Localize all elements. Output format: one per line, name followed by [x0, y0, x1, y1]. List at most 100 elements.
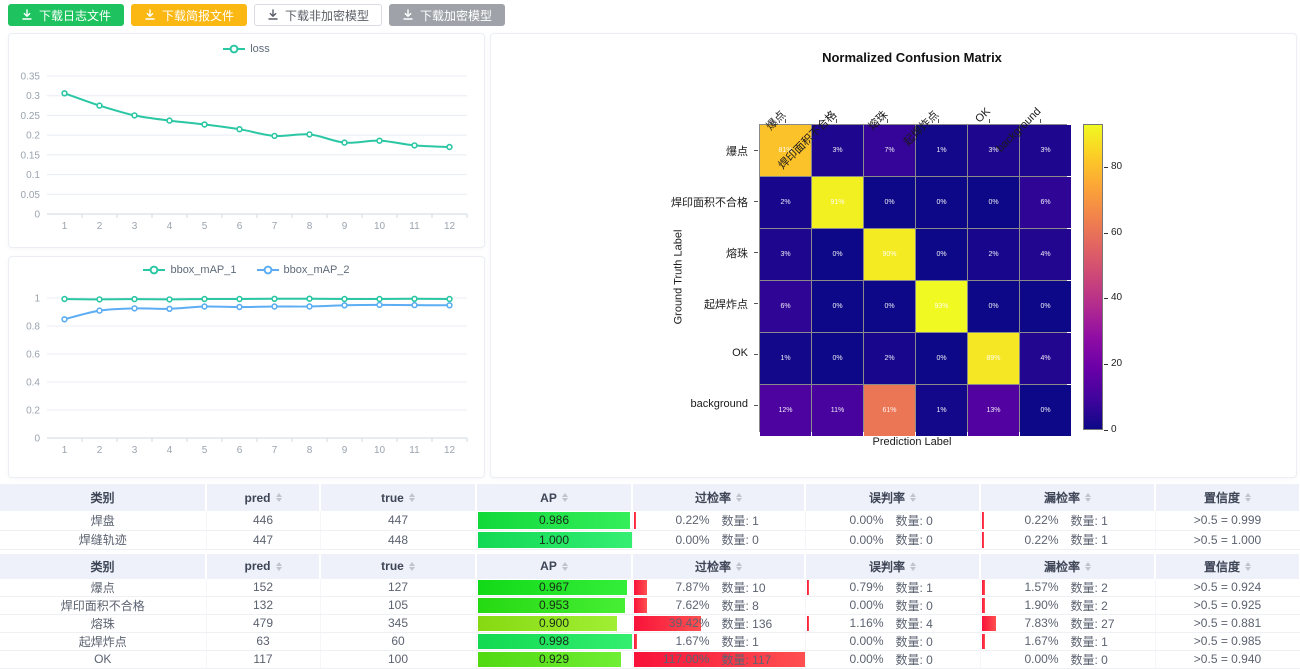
axis-tick — [754, 251, 758, 253]
sort-ascending-caret — [910, 561, 916, 566]
category-cell: 焊印面积不合格 — [0, 596, 207, 615]
column-header-label: 误判率 — [868, 491, 905, 505]
series-line-loss — [64, 92, 450, 148]
axis-tick — [754, 302, 758, 304]
rate-cell-content: 0.79% 数量: 1 — [806, 579, 980, 596]
sort-icon[interactable] — [910, 561, 916, 571]
ap-value: 0.929 — [538, 652, 570, 666]
y-axis-tick-label: 0.35 — [21, 72, 41, 83]
mis-rate-cell: 0.00% 数量: 0 — [805, 511, 981, 531]
column-header-label: true — [381, 490, 404, 505]
rate-bar — [981, 512, 984, 529]
column-header-类别: 类别 — [0, 484, 207, 511]
matrix-cell: 89% — [968, 333, 1019, 384]
sort-icon[interactable] — [910, 493, 916, 502]
sort-icon[interactable] — [561, 561, 568, 571]
sort-icon[interactable] — [1085, 493, 1091, 502]
sort-icon[interactable] — [408, 561, 415, 571]
matrix-cell: 4% — [1020, 229, 1071, 280]
category-cell: 焊盘 — [0, 511, 207, 531]
download-encrypted-model-button[interactable]: 下载加密模型 — [389, 4, 506, 26]
sort-icon[interactable] — [275, 561, 282, 571]
column-header-置信度[interactable]: 置信度 — [1155, 484, 1300, 511]
rate-count: 数量: 1 — [1070, 513, 1108, 528]
rate-count: 数量: 0 — [1070, 652, 1108, 667]
data-point — [96, 296, 103, 303]
colorbar-tick — [1104, 430, 1108, 431]
column-header-AP[interactable]: AP — [476, 553, 633, 579]
mis-rate-cell: 0.00% 数量: 0 — [805, 650, 981, 669]
over-rate-cell: 0.00% 数量: 0 — [632, 530, 806, 550]
legend-item-bbox_mAP_1[interactable]: bbox_mAP_1 — [143, 264, 237, 276]
sort-ascending-caret — [561, 493, 568, 497]
header-content: 漏检率 — [981, 489, 1154, 506]
column-header-true[interactable]: true — [320, 553, 477, 579]
rate-cell-content: 1.57% 数量: 2 — [981, 579, 1155, 596]
sort-icon[interactable] — [561, 493, 568, 502]
ap-value: 0.986 — [538, 513, 570, 528]
x-axis-tick-label: 9 — [342, 445, 348, 456]
column-header-漏检率[interactable]: 漏检率 — [980, 484, 1156, 511]
download-plain-model-button[interactable]: 下载非加密模型 — [254, 4, 383, 26]
rate-percent: 0.22% — [1024, 513, 1059, 528]
column-header-置信度[interactable]: 置信度 — [1155, 553, 1300, 579]
header-content: AP — [477, 559, 631, 573]
sort-descending-caret — [275, 566, 282, 571]
download-icon — [145, 9, 155, 20]
download-brief-button[interactable]: 下载简报文件 — [131, 4, 248, 26]
table-row: OK 117 100 0.929 117.00% 数量: 117 0.00% 数量: 0 0.0… — [0, 650, 1300, 669]
data-point — [376, 295, 383, 303]
x-axis-tick-label: 4 — [167, 445, 173, 456]
ap-bar — [477, 597, 625, 613]
sort-icon[interactable] — [736, 493, 742, 502]
column-header-过检率[interactable]: 过检率 — [632, 553, 806, 579]
column-header-true[interactable]: true — [320, 484, 477, 511]
column-header-误判率[interactable]: 误判率 — [805, 553, 981, 579]
matrix-row-label: 焊印面积不合格 — [671, 196, 748, 209]
defect-table: 类别 pred true AP 过检率 误判率 漏检率 置信度 爆点 152 127 0.967 7.8… — [0, 553, 1300, 669]
column-header-误判率[interactable]: 误判率 — [805, 484, 981, 511]
rate-count: 数量: 2 — [1070, 598, 1108, 613]
column-header-漏检率[interactable]: 漏检率 — [980, 553, 1156, 579]
column-header-label: 过检率 — [694, 491, 731, 505]
confidence-cell: >0.5 = 0.924 — [1155, 578, 1300, 597]
matrix-cell: 3% — [812, 125, 863, 176]
rate-percent: 0.00% — [849, 513, 884, 528]
sort-descending-caret — [561, 498, 568, 502]
sort-descending-caret — [736, 566, 742, 571]
sort-icon[interactable] — [1245, 493, 1251, 502]
rate-percent: 39.42% — [668, 616, 710, 630]
rate-percent: 7.83% — [1024, 616, 1059, 630]
header-content: 误判率 — [806, 558, 979, 575]
true-count-cell: 60 — [320, 632, 477, 651]
download-log-button[interactable]: 下载日志文件 — [8, 4, 125, 26]
mis-rate-cell: 0.00% 数量: 0 — [805, 596, 981, 615]
y-axis-tick-label: 0.05 — [21, 190, 41, 201]
bbox-map-chart: 00.20.40.60.811 2 3 4 5 6 7 8 9 10 11 12 — [26, 294, 468, 456]
sort-ascending-caret — [408, 561, 415, 566]
matrix-cell: 1% — [760, 333, 811, 384]
sort-icon[interactable] — [736, 561, 742, 571]
sort-icon[interactable] — [408, 493, 415, 502]
column-header-pred[interactable]: pred — [206, 553, 321, 579]
column-header-AP[interactable]: AP — [476, 484, 633, 511]
data-point — [411, 295, 418, 302]
sort-icon[interactable] — [1085, 561, 1091, 571]
matrix-cell: 91% — [812, 177, 863, 228]
data-point — [166, 305, 173, 312]
column-header-过检率[interactable]: 过检率 — [632, 484, 806, 511]
pred-count-cell: 152 — [206, 578, 321, 597]
ap-cell: 0.900 — [476, 614, 633, 633]
rate-count: 数量: 1 — [1070, 533, 1108, 547]
data-point — [271, 295, 278, 302]
column-header-label: true — [381, 559, 404, 573]
table-row: 起焊炸点 63 60 0.998 1.67% 数量: 1 0.00% 数量: 0 1.67% 数量… — [0, 632, 1300, 651]
x-axis-tick-label: 2 — [97, 221, 103, 232]
column-header-pred[interactable]: pred — [206, 484, 321, 511]
legend-item-bbox_mAP_2[interactable]: bbox_mAP_2 — [256, 264, 350, 276]
rate-percent: 1.57% — [1024, 580, 1059, 594]
ap-bar — [477, 651, 621, 667]
sort-icon[interactable] — [1245, 561, 1251, 571]
legend-item-loss[interactable]: loss — [223, 43, 270, 55]
sort-icon[interactable] — [275, 493, 282, 502]
